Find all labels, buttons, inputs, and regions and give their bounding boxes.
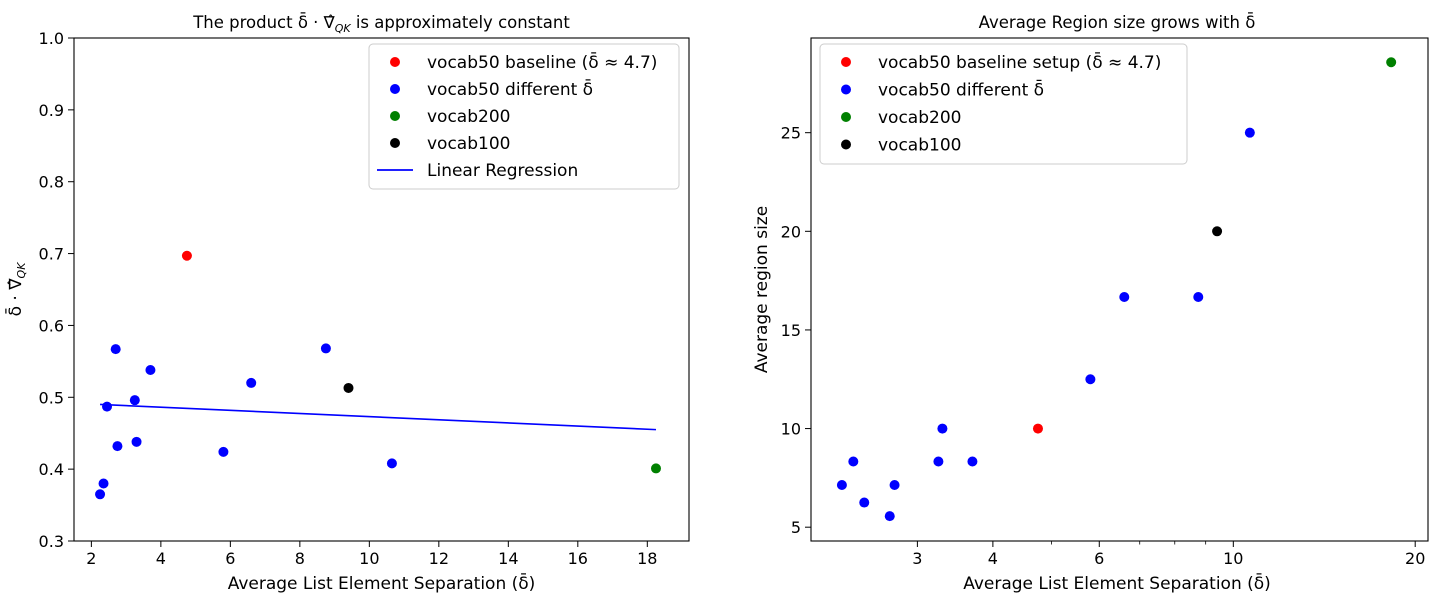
legend-box	[368, 43, 680, 190]
data-point	[1085, 374, 1096, 385]
y-tick-label: 25	[781, 124, 801, 143]
data-point	[98, 478, 109, 489]
x-tick-label: 2	[86, 549, 96, 568]
x-tick-label: 4	[156, 549, 166, 568]
legend-marker	[841, 57, 851, 67]
data-point	[95, 489, 106, 500]
data-point	[131, 436, 142, 447]
y-tick-label: 0.9	[39, 101, 64, 120]
data-point	[386, 458, 397, 469]
legend-label: vocab100	[427, 134, 510, 154]
right-legend: vocab50 baseline setup (δ̄ ≈ 4.7) vocab50…	[819, 43, 1188, 165]
data-point	[1193, 291, 1204, 302]
y-tick-label: 0.5	[39, 388, 64, 407]
x-tick-label: 18	[637, 549, 657, 568]
legend-label: vocab50 baseline (δ̄ ≈ 4.7)	[427, 51, 657, 73]
legend-marker	[390, 138, 400, 148]
legend-box	[819, 43, 1188, 165]
x-tick-label: 6	[225, 549, 235, 568]
data-point	[110, 344, 121, 355]
legend-marker	[841, 112, 851, 122]
data-point	[889, 479, 900, 490]
data-point	[884, 511, 895, 522]
y-tick-label: 5	[791, 518, 801, 537]
data-point	[181, 250, 192, 261]
data-point	[1386, 57, 1397, 68]
data-point	[848, 456, 859, 467]
y-tick-label: 0.3	[39, 532, 64, 551]
legend-label: vocab50 different δ̄	[878, 78, 1044, 100]
x-tick-label: 20	[1405, 549, 1425, 568]
data-point	[102, 401, 113, 412]
data-point	[246, 377, 257, 388]
x-tick-label: 8	[295, 549, 305, 568]
legend-label: vocab50 different δ̄	[427, 78, 593, 100]
legend-marker	[390, 57, 400, 67]
left-plot-area	[73, 37, 690, 542]
data-point	[129, 395, 140, 406]
y-tick-label: 0.4	[39, 460, 64, 479]
x-tick-label: 3	[912, 549, 922, 568]
y-tick-label: 0.8	[39, 173, 64, 192]
x-tick-label: 12	[429, 549, 449, 568]
y-tick-label: 1.0	[39, 29, 64, 48]
right-y-axis-label: Average region size	[752, 206, 772, 373]
left-legend: vocab50 baseline (δ̄ ≈ 4.7) vocab50 diffe…	[368, 43, 680, 190]
x-tick-label: 16	[568, 549, 588, 568]
left-chart-title: The product δ̄ · ∇̂QK is approximately c…	[192, 13, 570, 35]
data-point	[1119, 291, 1130, 302]
data-point	[343, 382, 354, 393]
data-point	[320, 343, 331, 354]
data-point	[1212, 226, 1223, 237]
legend-marker	[390, 84, 400, 94]
x-tick-label: 6	[1094, 549, 1104, 568]
legend-marker	[390, 111, 400, 121]
data-point	[859, 497, 870, 508]
legend-label: vocab200	[427, 107, 510, 127]
right-plot-area	[810, 37, 1429, 542]
right-chart-title: Average Region size grows with δ̄	[979, 13, 1256, 32]
data-point	[836, 479, 847, 490]
y-tick-label: 10	[781, 420, 801, 439]
data-point	[145, 364, 156, 375]
right-x-axis-label: Average List Element Separation (δ̄)	[963, 572, 1271, 593]
left-y-axis-label: δ̄ · ∇̂QK	[4, 262, 28, 317]
legend-marker	[841, 84, 851, 95]
x-tick-label: 10	[1223, 549, 1243, 568]
legend-label: Linear Regression	[427, 161, 578, 181]
y-tick-label: 0.7	[39, 245, 64, 264]
y-tick-label: 0.6	[39, 316, 64, 335]
data-point	[112, 441, 123, 452]
data-point	[967, 456, 978, 467]
x-tick-label: 4	[988, 549, 998, 568]
regression-line	[100, 403, 657, 431]
data-point	[1244, 127, 1255, 138]
legend-marker	[841, 139, 851, 150]
y-tick-label: 15	[781, 321, 801, 340]
data-point	[650, 463, 661, 474]
legend-label: vocab100	[878, 136, 961, 156]
data-point	[937, 423, 948, 434]
legend-label: vocab200	[878, 108, 961, 128]
left-x-axis-label: Average List Element Separation (δ̄)	[228, 572, 536, 593]
data-point	[933, 456, 944, 467]
legend-label: vocab50 baseline setup (δ̄ ≈ 4.7)	[878, 51, 1161, 73]
left-chart: The product δ̄ · ∇̂QK is approximately c…	[4, 13, 690, 593]
data-point	[1032, 423, 1043, 434]
y-tick-label: 20	[781, 222, 801, 241]
x-tick-label: 14	[498, 549, 518, 568]
data-point	[218, 446, 229, 457]
x-tick-label: 10	[359, 549, 379, 568]
right-chart: Average Region size grows with δ̄ 3 4 6 10 2…	[752, 13, 1429, 593]
